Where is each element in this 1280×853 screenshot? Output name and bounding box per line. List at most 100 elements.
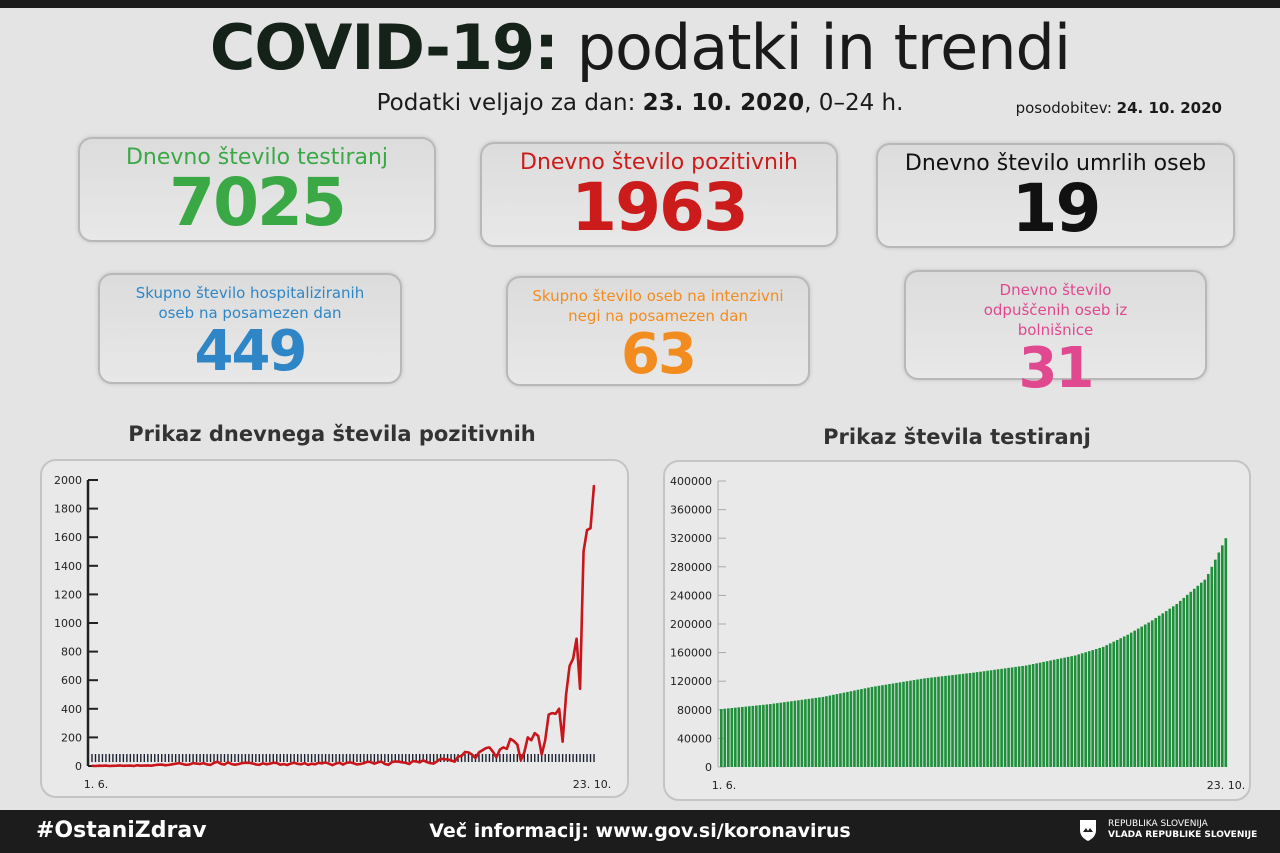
data-point bbox=[412, 760, 414, 762]
bar bbox=[821, 696, 825, 767]
data-point bbox=[91, 765, 93, 767]
data-point bbox=[349, 761, 351, 763]
bar bbox=[1168, 608, 1172, 767]
bar bbox=[1024, 665, 1028, 767]
bar bbox=[748, 706, 751, 767]
bar bbox=[961, 673, 965, 767]
data-point bbox=[272, 762, 274, 764]
chart-title-positive: Prikaz dnevnega števila pozitivnih bbox=[128, 422, 536, 446]
card-label: Dnevno število odpuščenih oseb iz bolniš… bbox=[983, 281, 1128, 339]
data-point bbox=[265, 763, 267, 765]
data-point bbox=[300, 763, 302, 765]
data-point bbox=[467, 751, 470, 754]
data-point bbox=[311, 763, 313, 765]
card-daily-tests: Dnevno število testiranj 7025 bbox=[78, 137, 436, 242]
data-point bbox=[168, 764, 170, 766]
data-point bbox=[384, 763, 386, 765]
bar bbox=[951, 675, 954, 767]
data-point bbox=[391, 761, 393, 763]
data-point bbox=[366, 761, 369, 763]
bar bbox=[727, 708, 730, 767]
data-point bbox=[324, 761, 327, 764]
data-point bbox=[516, 743, 518, 746]
data-point bbox=[537, 735, 539, 737]
data-point bbox=[478, 751, 480, 754]
data-point bbox=[101, 765, 104, 767]
bar bbox=[923, 678, 926, 767]
data-point bbox=[209, 764, 212, 766]
bar bbox=[877, 685, 881, 767]
bar bbox=[895, 682, 898, 767]
data-point bbox=[251, 762, 253, 765]
bar bbox=[905, 681, 909, 767]
data-point bbox=[244, 762, 246, 764]
bar bbox=[1185, 594, 1189, 767]
data-point bbox=[286, 764, 288, 766]
data-point bbox=[485, 747, 487, 749]
data-point bbox=[453, 761, 456, 763]
data-point bbox=[415, 760, 417, 763]
bar bbox=[1108, 643, 1112, 767]
data-point bbox=[157, 764, 159, 766]
data-point bbox=[394, 760, 396, 763]
data-point bbox=[520, 759, 522, 761]
data-point bbox=[565, 693, 567, 696]
data-point bbox=[523, 751, 525, 754]
data-point bbox=[258, 764, 260, 766]
data-point bbox=[513, 740, 515, 742]
bar bbox=[884, 684, 888, 767]
data-point bbox=[373, 763, 375, 765]
data-point bbox=[227, 761, 229, 763]
data-point bbox=[230, 763, 233, 765]
bar bbox=[1217, 552, 1221, 767]
y-tick-label: 0 bbox=[75, 760, 82, 773]
data-point bbox=[436, 760, 438, 762]
bar bbox=[979, 671, 982, 767]
bar bbox=[825, 696, 828, 767]
data-point bbox=[530, 739, 532, 741]
bar bbox=[1196, 585, 1200, 767]
x-start-label: 1. 6. bbox=[84, 778, 109, 791]
bar bbox=[1101, 646, 1105, 767]
data-point bbox=[220, 763, 222, 765]
updated-value: 24. 10. 2020 bbox=[1116, 99, 1222, 117]
data-point bbox=[129, 764, 131, 767]
bar bbox=[1080, 653, 1084, 767]
y-tick-label: 160000 bbox=[670, 647, 712, 660]
data-point bbox=[527, 736, 529, 739]
bar bbox=[814, 697, 818, 767]
data-point bbox=[293, 762, 295, 764]
y-tick-label: 1200 bbox=[54, 588, 82, 601]
data-point bbox=[178, 762, 180, 764]
bar bbox=[996, 669, 1000, 767]
bar bbox=[1014, 666, 1017, 767]
data-point bbox=[317, 762, 320, 764]
data-point bbox=[380, 760, 382, 763]
bar bbox=[919, 678, 923, 767]
data-point bbox=[509, 738, 511, 740]
bar bbox=[1192, 588, 1196, 767]
y-tick-label: 320000 bbox=[670, 532, 712, 545]
title-bold: COVID-19: bbox=[209, 11, 559, 84]
data-point bbox=[192, 762, 194, 764]
top-bar bbox=[0, 0, 1280, 8]
data-point bbox=[593, 484, 595, 486]
bar bbox=[874, 686, 877, 767]
more-info-link[interactable]: Več informacij: www.gov.si/koronavirus bbox=[429, 820, 851, 842]
bar bbox=[744, 706, 748, 767]
data-point bbox=[422, 759, 424, 761]
bar bbox=[937, 676, 940, 767]
bar bbox=[846, 691, 849, 767]
card-value: 19 bbox=[1011, 170, 1102, 247]
data-point bbox=[387, 764, 389, 766]
bar bbox=[993, 669, 996, 767]
x-start-label: 1. 6. bbox=[712, 779, 737, 792]
bar bbox=[1175, 603, 1179, 767]
bar bbox=[930, 677, 933, 767]
data-point bbox=[342, 763, 344, 766]
card-hospitalized: Skupno število hospitaliziranih oseb na … bbox=[98, 273, 402, 384]
bar bbox=[1059, 658, 1063, 767]
bar bbox=[853, 690, 856, 767]
data-point bbox=[283, 763, 285, 765]
